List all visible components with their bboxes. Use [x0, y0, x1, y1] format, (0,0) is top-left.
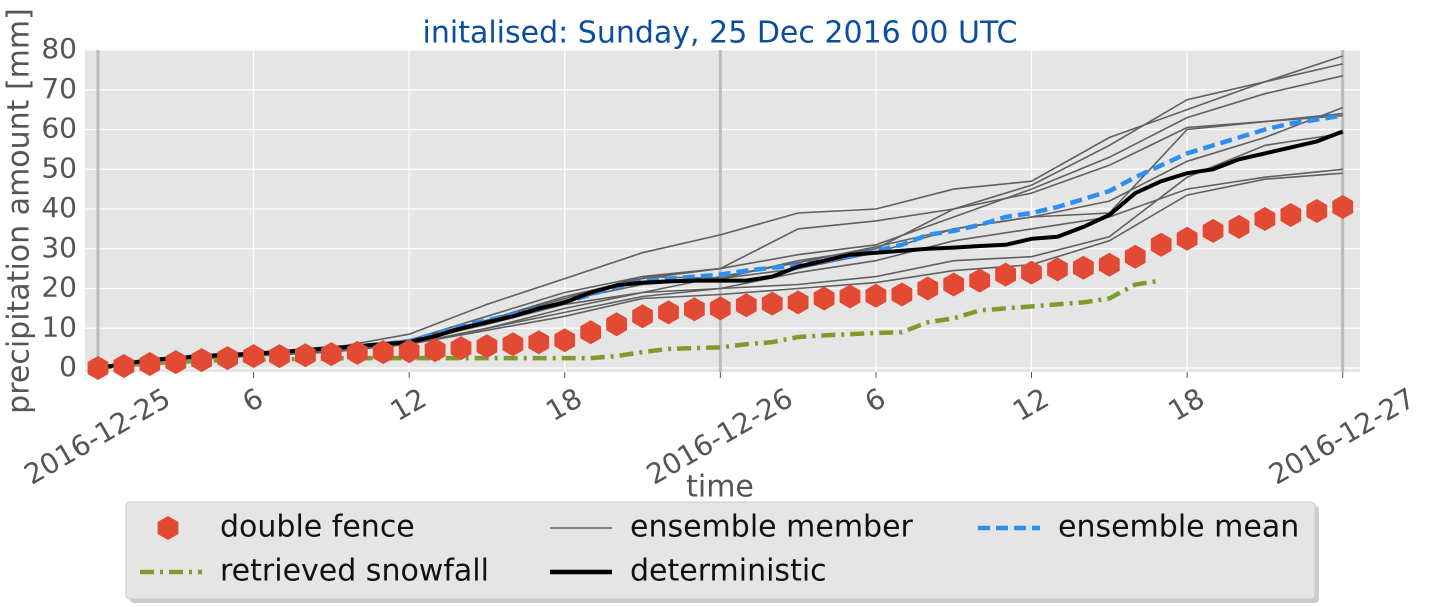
marker	[139, 352, 161, 376]
marker	[709, 296, 731, 321]
x-tick-label: 6	[237, 381, 269, 418]
marker	[813, 286, 835, 311]
marker	[450, 336, 472, 361]
marker	[191, 348, 213, 373]
legend-label: ensemble mean	[1058, 510, 1299, 545]
marker	[1202, 218, 1224, 243]
plot-area	[85, 50, 1360, 372]
marker	[295, 343, 316, 368]
marker	[917, 276, 939, 301]
marker	[113, 354, 135, 378]
marker	[865, 283, 887, 308]
y-tick-label: 20	[41, 271, 77, 304]
legend-marker	[157, 516, 179, 540]
marker	[87, 356, 109, 380]
marker	[839, 284, 861, 309]
marker	[1306, 199, 1328, 223]
marker	[243, 344, 264, 369]
y-tick-label: 30	[41, 231, 77, 264]
chart-title: initalised: Sunday, 25 Dec 2016 00 UTC	[423, 16, 1018, 51]
marker	[1047, 257, 1068, 282]
marker	[580, 320, 602, 345]
marker	[346, 340, 368, 365]
marker	[476, 334, 498, 359]
marker	[761, 291, 783, 316]
x-tick-label: 18	[540, 381, 587, 427]
y-tick-label: 50	[41, 151, 77, 184]
y-axis-label: precipitation amount [mm]	[2, 8, 37, 414]
x-tick-label: 2016-12-25	[19, 381, 176, 491]
marker	[995, 262, 1016, 287]
legend-label: deterministic	[630, 554, 827, 589]
marker	[891, 282, 913, 307]
x-tick-label: 18	[1163, 381, 1210, 427]
y-tick-label: 0	[59, 350, 77, 383]
y-tick-label: 60	[41, 112, 77, 145]
marker	[1021, 260, 1042, 285]
y-tick-label: 10	[41, 310, 77, 343]
marker	[528, 330, 550, 355]
x-tick-label: 6	[859, 381, 891, 418]
marker	[658, 300, 679, 325]
legend-label: ensemble member	[630, 510, 914, 545]
marker	[217, 346, 238, 371]
marker	[269, 344, 290, 369]
marker	[606, 312, 627, 337]
y-tick-label: 80	[41, 32, 77, 65]
marker	[1176, 226, 1198, 251]
marker	[1228, 214, 1250, 239]
y-tick-label: 70	[41, 72, 77, 105]
marker	[321, 342, 342, 367]
marker	[554, 328, 576, 353]
marker	[632, 304, 653, 329]
legend-label: retrieved snowfall	[220, 554, 489, 589]
marker	[684, 297, 705, 322]
marker	[787, 290, 809, 315]
x-tick-label: 12	[1007, 381, 1054, 427]
marker	[1124, 244, 1146, 269]
marker	[372, 340, 394, 365]
marker	[735, 293, 757, 318]
marker	[1073, 255, 1094, 280]
marker	[1280, 203, 1302, 227]
x-tick-label: 12	[385, 381, 432, 427]
marker	[1150, 232, 1172, 257]
marker	[424, 338, 446, 363]
y-tick-label: 40	[41, 191, 77, 224]
marker	[502, 332, 524, 357]
legend-label: double fence	[220, 510, 415, 545]
x-tick-label: 2016-12-27	[1263, 381, 1420, 491]
marker	[969, 268, 991, 293]
marker	[165, 350, 187, 375]
marker	[1332, 195, 1354, 219]
marker	[1254, 207, 1276, 231]
marker	[398, 339, 420, 364]
marker	[1098, 252, 1120, 277]
x-axis-label: time	[686, 470, 754, 505]
marker	[943, 272, 965, 297]
